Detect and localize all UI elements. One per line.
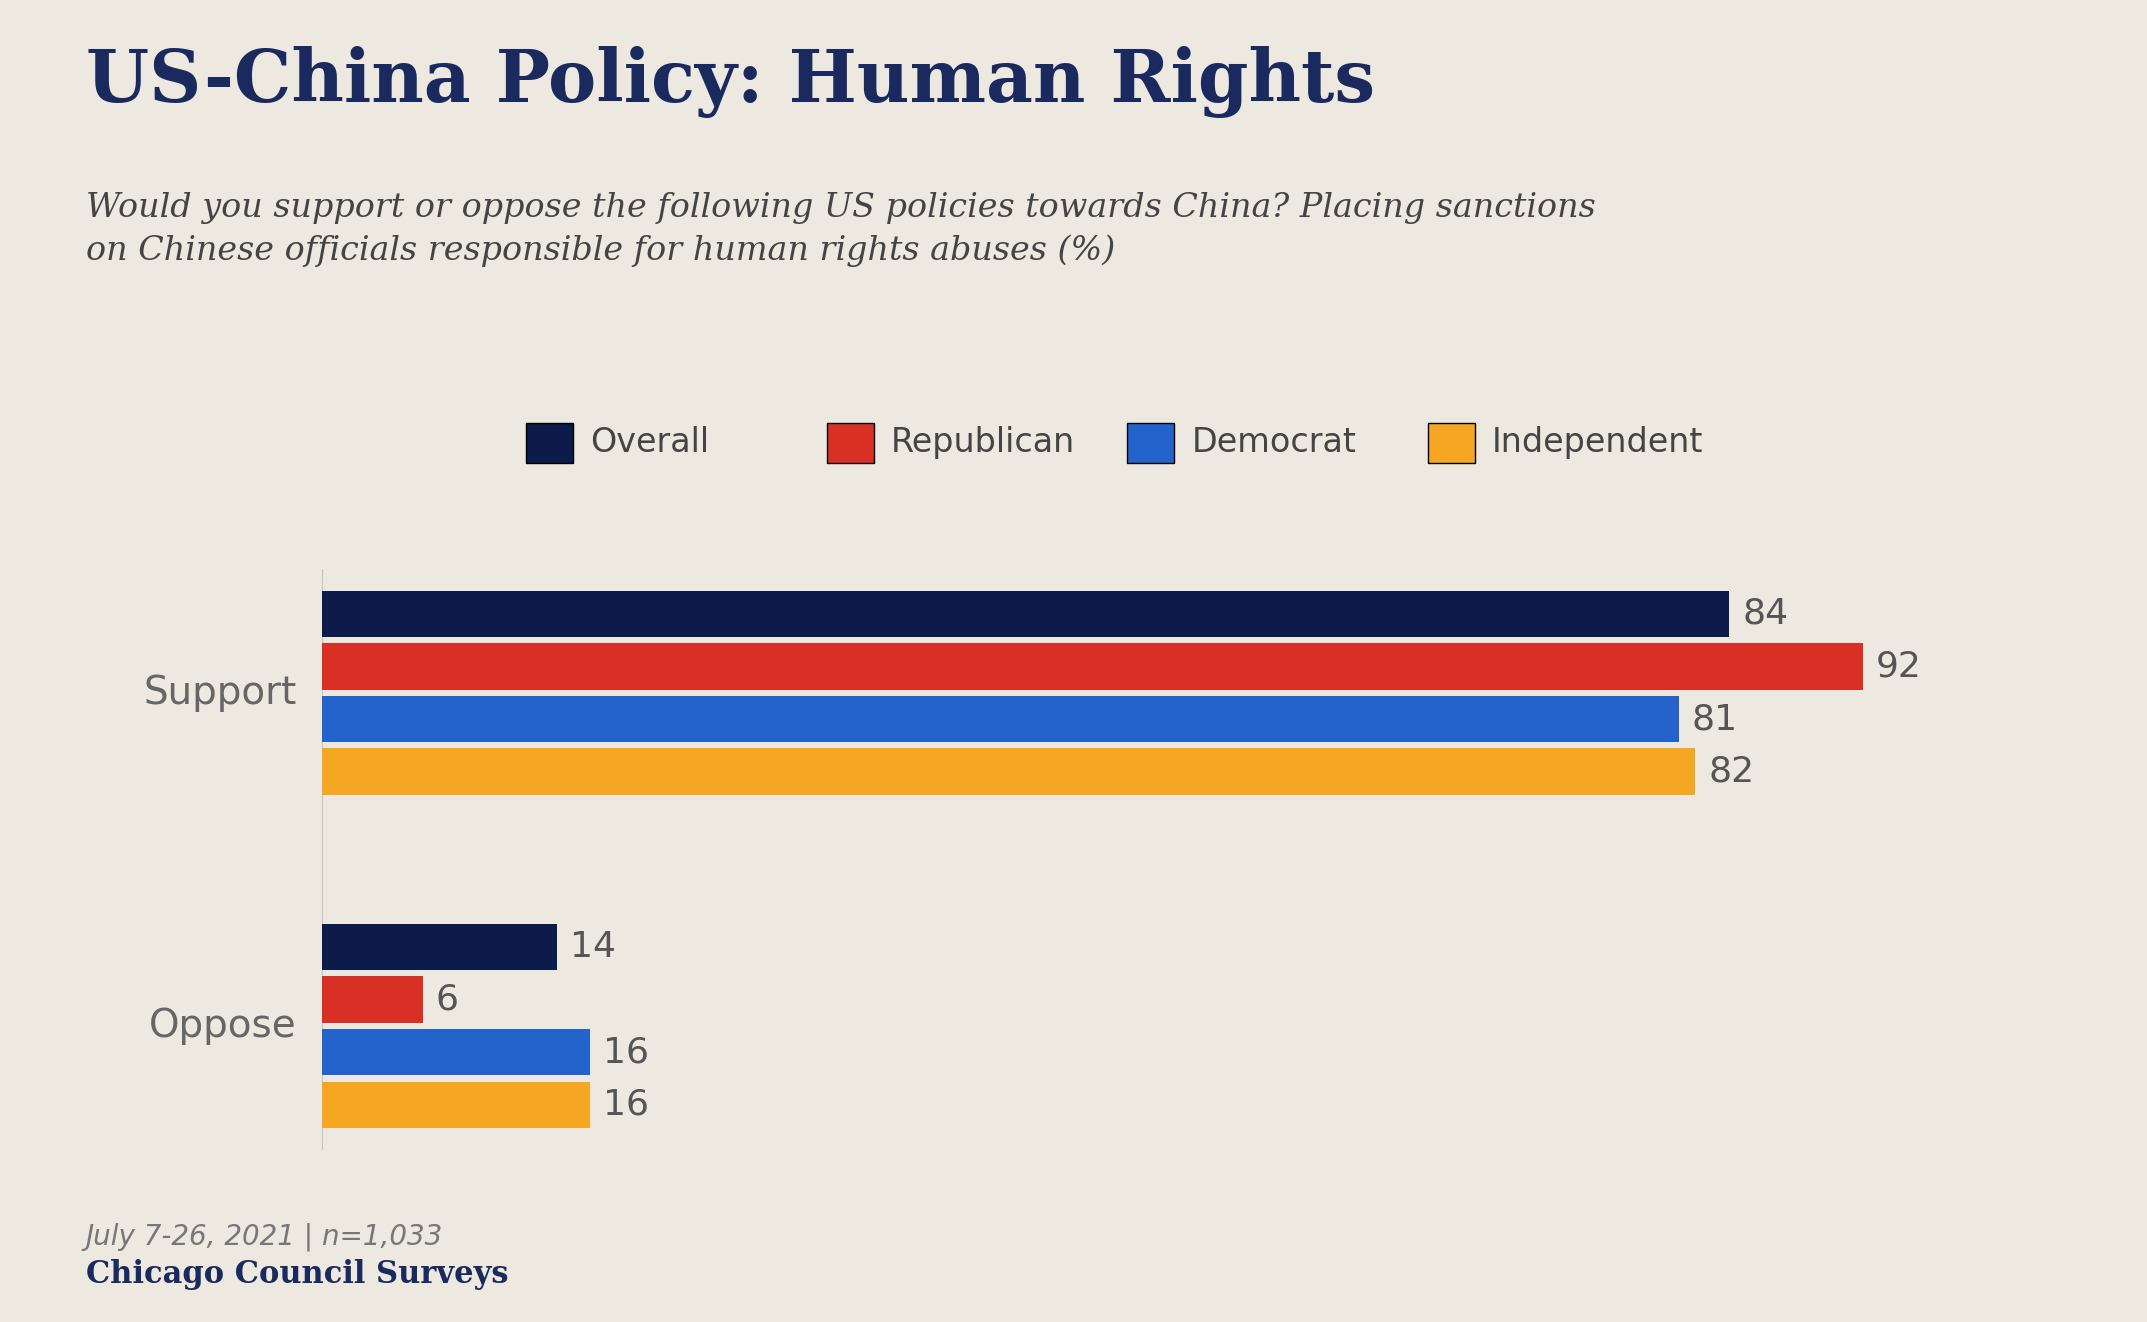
- Text: US-China Policy: Human Rights: US-China Policy: Human Rights: [86, 46, 1374, 118]
- Text: Democrat: Democrat: [1192, 427, 1357, 459]
- Text: Oppose: Oppose: [148, 1007, 296, 1044]
- Bar: [322, 1081, 590, 1128]
- Text: 82: 82: [1709, 755, 1754, 789]
- Text: Independent: Independent: [1492, 427, 1703, 459]
- Text: Republican: Republican: [891, 427, 1076, 459]
- Bar: [322, 695, 1679, 742]
- Text: 16: 16: [603, 1088, 648, 1122]
- Text: 81: 81: [1692, 702, 1739, 736]
- Bar: [322, 1029, 590, 1075]
- Text: Support: Support: [144, 674, 296, 711]
- Text: Chicago Council Surveys: Chicago Council Surveys: [86, 1259, 509, 1289]
- Bar: [322, 644, 1864, 690]
- Text: 14: 14: [569, 929, 616, 964]
- Bar: [322, 748, 1696, 795]
- Text: 92: 92: [1876, 649, 1922, 683]
- Text: Would you support or oppose the following US policies towards China? Placing san: Would you support or oppose the followin…: [86, 192, 1595, 267]
- Text: 6: 6: [436, 982, 459, 1017]
- Bar: [322, 924, 556, 970]
- Text: July 7-26, 2021 | n=1,033: July 7-26, 2021 | n=1,033: [86, 1223, 442, 1252]
- Bar: [322, 977, 423, 1023]
- Text: 84: 84: [1741, 596, 1788, 631]
- Bar: [322, 591, 1728, 637]
- Text: Overall: Overall: [590, 427, 709, 459]
- Text: 16: 16: [603, 1035, 648, 1069]
